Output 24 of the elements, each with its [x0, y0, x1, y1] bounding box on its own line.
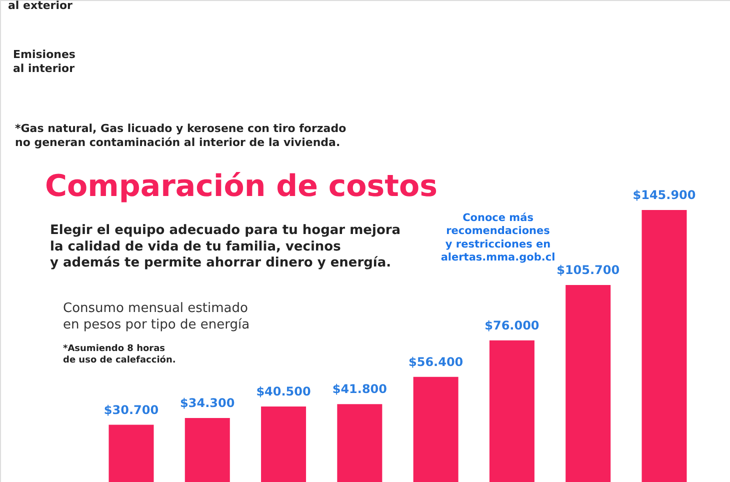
annotation: Conoce más recomendaciones y restricciones en alertas.mma.gob.cl [440, 212, 556, 264]
data-label: $56.400 [408, 354, 464, 369]
annotation: Consumo mensual estimado en pesos por tipo de energía [63, 301, 250, 332]
bar [337, 404, 382, 482]
data-label: $34.300 [180, 396, 235, 410]
text: Emisiones al interior [13, 48, 76, 75]
data-label: $145.900 [632, 188, 696, 202]
text: *Gas natural, Gas licuado y kerosene con tiro forzado no generan contaminación al interior de la vivienda. [15, 122, 347, 149]
data-label: $40.500 [256, 384, 311, 398]
text: Elegir el equipo adecuado para tu hogar mejora la calidad de vida de tu familia, vecinos y además te permite ahorrar dinero y energía. [50, 223, 401, 270]
bar [261, 406, 306, 482]
bar [108, 424, 154, 482]
data-label: $41.800 [332, 382, 387, 396]
chart-title: Comparación de costos [45, 169, 438, 204]
text: al exterior [8, 0, 74, 12]
data-label: $76.000 [484, 318, 540, 332]
bar [566, 284, 611, 482]
annotation: *Asumiendo 8 horas de uso de calefacción. [63, 344, 176, 366]
data-label: $105.700 [556, 262, 620, 277]
bar [489, 340, 534, 482]
bar [184, 418, 230, 482]
data-label: $30.700 [104, 402, 159, 417]
bar [413, 376, 458, 482]
bar [642, 210, 687, 482]
